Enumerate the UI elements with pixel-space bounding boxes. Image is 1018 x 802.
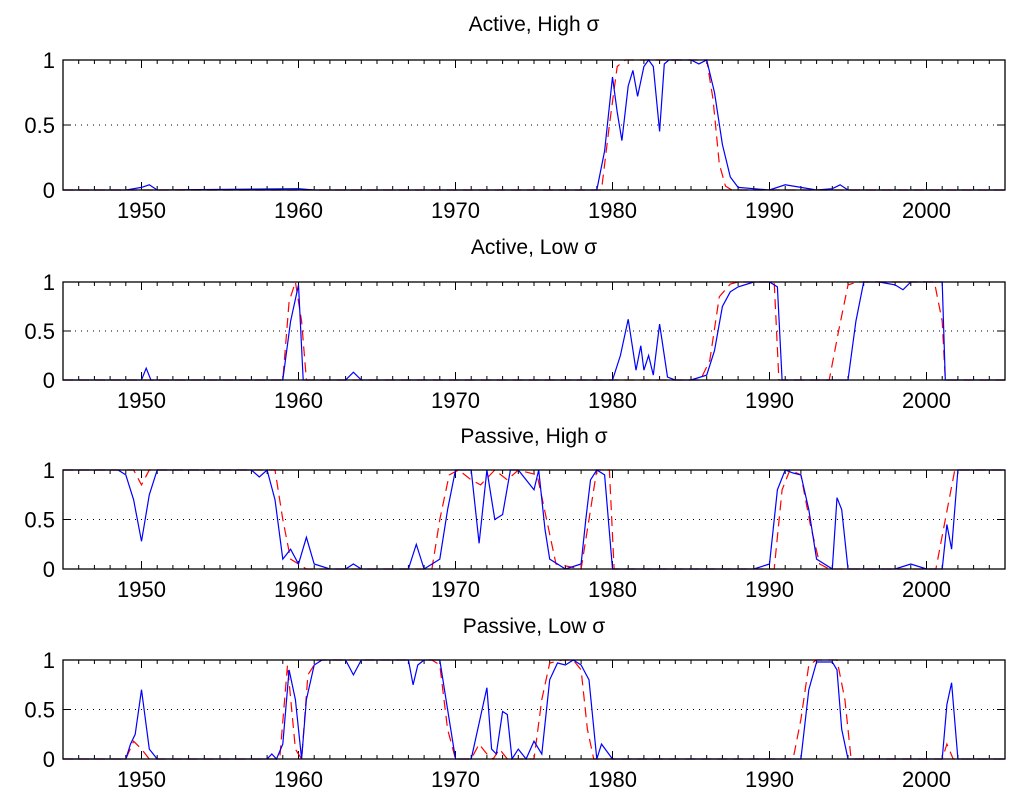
y-tick-label: 0 (43, 747, 55, 772)
x-tick-label: 1990 (745, 388, 794, 413)
x-tick-label: 1980 (588, 198, 637, 223)
x-tick-label: 1990 (745, 577, 794, 602)
series-blue-solid (63, 469, 1005, 570)
x-tick-label: 2000 (902, 198, 951, 223)
y-tick-label: 1 (43, 48, 55, 73)
x-tick-label: 1970 (431, 388, 480, 413)
y-tick-label: 0.5 (24, 319, 55, 344)
panel-title: Active, Low σ (471, 236, 597, 259)
panel-title: Passive, Low σ (463, 615, 606, 638)
x-tick-label: 2000 (902, 577, 951, 602)
x-tick-label: 1950 (117, 577, 166, 602)
axes-box (62, 469, 1006, 570)
x-tick-label: 1980 (588, 767, 637, 792)
x-tick-label: 1980 (588, 577, 637, 602)
axes-box (62, 281, 1006, 381)
y-tick-label: 1 (43, 458, 55, 483)
panel-2: Active, Low σ 1950 1960 1970 1980 1990 2000 0 0.… (24, 236, 1006, 413)
panel-title: Active, High σ (469, 13, 600, 36)
x-tick-label: 1970 (431, 198, 480, 223)
x-tick-label: 1970 (431, 577, 480, 602)
x-tick-label: 1990 (745, 198, 794, 223)
series-red-dashed (63, 59, 1005, 191)
panel-3: Passive, High σ 1950 1960 1970 1980 1990 2000 0… (24, 425, 1006, 602)
y-tick-label: 0 (43, 178, 55, 203)
series-blue-solid (63, 281, 1005, 381)
series-blue-solid (63, 659, 1005, 760)
x-tick-label: 2000 (902, 767, 951, 792)
x-tick-label: 1950 (117, 198, 166, 223)
x-tick-label: 1960 (274, 388, 323, 413)
y-tick-label: 0.5 (24, 698, 55, 723)
axes-box (62, 59, 1006, 191)
x-tick-label: 2000 (902, 388, 951, 413)
x-tick-label: 1980 (588, 388, 637, 413)
x-tick-label: 1990 (745, 767, 794, 792)
panel-title: Passive, High σ (460, 425, 607, 448)
series-red-dashed (63, 281, 1005, 381)
y-tick-label: 0 (43, 368, 55, 393)
y-tick-label: 1 (43, 270, 55, 295)
y-tick-label: 0.5 (24, 113, 55, 138)
panel-4: Passive, Low σ 1950 1960 1970 1980 1990 2000 0 0… (24, 615, 1006, 792)
series-blue-solid (63, 59, 1005, 191)
series-red-dashed (63, 659, 1005, 760)
axes-box (62, 659, 1006, 760)
x-tick-label: 1970 (431, 767, 480, 792)
x-tick-label: 1950 (117, 388, 166, 413)
y-tick-label: 0 (43, 557, 55, 582)
x-tick-label: 1960 (274, 577, 323, 602)
panel-1: Active, High σ 1950 1960 1970 1980 1990 2000 0 0… (24, 13, 1006, 223)
x-tick-label: 1960 (274, 198, 323, 223)
x-tick-label: 1950 (117, 767, 166, 792)
series-red-dashed (63, 469, 1005, 570)
x-tick-label: 1960 (274, 767, 323, 792)
y-tick-label: 0.5 (24, 508, 55, 533)
y-tick-label: 1 (43, 648, 55, 673)
